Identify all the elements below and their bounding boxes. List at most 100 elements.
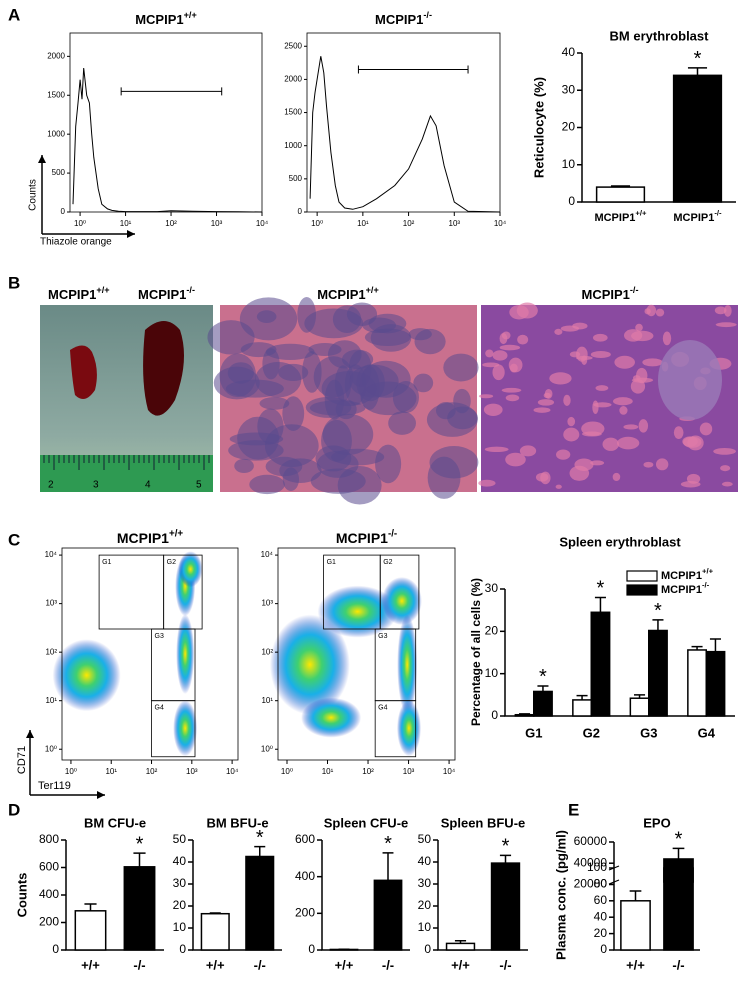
x-tick-label: 10⁰ — [74, 219, 86, 228]
gate — [120, 87, 223, 96]
tissue-patch — [569, 351, 581, 358]
y-tick-label: 10² — [45, 647, 57, 656]
gate-label: G3 — [378, 633, 387, 640]
y-tick-label: 40 — [173, 854, 187, 868]
tissue-patch — [508, 357, 523, 373]
arrow-head — [97, 791, 105, 799]
photo-label: MCPIP1-/- — [138, 285, 195, 302]
error-bar — [84, 903, 97, 911]
error-bar — [499, 854, 512, 864]
ruler-label: 2 — [48, 480, 54, 491]
tissue-patch — [574, 458, 594, 471]
chart-title: EPO — [643, 815, 670, 830]
tissue-patch — [427, 456, 461, 499]
x-tick-label: 10² — [165, 219, 177, 228]
tissue-patch — [234, 458, 254, 474]
panel-label: E — [568, 800, 579, 819]
tissue-patch — [590, 350, 611, 359]
chart-title: MCPIP1-/- — [375, 10, 432, 27]
density-blob — [173, 700, 198, 757]
tissue-patch — [478, 394, 494, 399]
density-blob — [269, 614, 350, 715]
tissue-patch — [207, 320, 255, 355]
legend-label-base: MCPIP1 — [661, 584, 702, 596]
x-tick-label-sup: +/+ — [635, 209, 647, 218]
x-tick-label: 10⁴ — [443, 767, 456, 776]
chart-title: BM CFU-e — [84, 815, 146, 830]
y-tick-label: 2000 — [47, 51, 65, 60]
plot-frame — [69, 32, 263, 213]
tissue-patch — [723, 305, 732, 317]
arrow-head — [38, 155, 46, 163]
x-tick-label-base: MCPIP1 — [594, 212, 635, 224]
bar — [74, 910, 107, 951]
y-tick-label: 200 — [39, 915, 59, 929]
y-tick-label: 400 — [295, 869, 315, 883]
y-axis-label: CD71 — [16, 746, 28, 774]
legend-swatch — [626, 584, 658, 596]
significance: * — [502, 836, 510, 858]
chart-title: Spleen CFU-e — [324, 815, 409, 830]
error-bar — [133, 852, 146, 867]
chart-title: Spleen BFU-e — [441, 815, 526, 830]
y-tick-label: 0 — [424, 942, 431, 956]
tissue-patch — [388, 411, 416, 435]
x-tick-label: 10² — [403, 219, 415, 228]
x-tick-label: 10⁰ — [311, 219, 323, 228]
error-bar — [687, 67, 708, 76]
photo-label: MCPIP1+/+ — [317, 285, 379, 302]
tissue-patch — [602, 437, 619, 451]
x-tick-label: 10¹ — [322, 767, 334, 776]
bar — [663, 858, 694, 883]
x-tick-label: +/+ — [206, 957, 225, 972]
x-tick-label: 10⁴ — [494, 219, 507, 228]
chart-title-sup: +/+ — [184, 10, 197, 20]
tissue-patch — [443, 353, 479, 382]
x-tick-label: MCPIP1+/+ — [594, 209, 647, 224]
y-tick-label: 60 — [594, 893, 608, 907]
significance: * — [654, 600, 662, 622]
bar — [595, 186, 646, 203]
tissue-patch — [556, 449, 571, 460]
tissue-patch — [342, 349, 374, 370]
tissue-patch — [282, 396, 305, 431]
tissue-patch — [364, 328, 411, 346]
tissue-patch — [631, 330, 654, 342]
histogram-line — [309, 56, 501, 213]
tissue-patch — [549, 372, 572, 385]
bar — [672, 74, 723, 203]
tissue-patch — [492, 364, 505, 381]
y-tick-label: 10² — [261, 647, 273, 656]
tissue-patch — [262, 348, 280, 380]
tissue-patch — [686, 473, 701, 484]
x-tick-label: 10³ — [449, 219, 461, 228]
y-tick-label: 20 — [173, 898, 187, 912]
y-tick-label: 10 — [418, 920, 432, 934]
y-tick-label: 1000 — [284, 141, 302, 150]
x-tick-label: 10² — [362, 767, 374, 776]
density-blob — [381, 577, 422, 625]
density-blob — [301, 697, 362, 738]
x-tick-label: -/- — [133, 957, 145, 972]
x-tick-label: G2 — [583, 725, 600, 740]
tissue-patch — [308, 342, 342, 357]
legend-label-sup: +/+ — [702, 567, 714, 576]
legend-label: MCPIP1+/+ — [661, 567, 714, 582]
tissue-patch — [492, 350, 508, 361]
chart-title: Spleen erythroblast — [559, 534, 681, 549]
error-bar — [652, 619, 664, 631]
error-bar — [672, 847, 685, 859]
tissue-patch — [413, 373, 434, 393]
x-tick-label: 10³ — [211, 219, 223, 228]
chart-title: MCPIP1-/- — [336, 528, 397, 546]
y-tick-label: 10 — [173, 920, 187, 934]
plot-frame — [277, 547, 456, 761]
y-tick-label: 20 — [418, 898, 432, 912]
y-tick-label: 30 — [173, 876, 187, 890]
significance: * — [694, 48, 702, 70]
photo-label-base: MCPIP1 — [48, 287, 96, 302]
gate-label: G1 — [327, 559, 336, 566]
tissue-patch — [543, 392, 551, 399]
tissue-patch — [713, 447, 736, 455]
